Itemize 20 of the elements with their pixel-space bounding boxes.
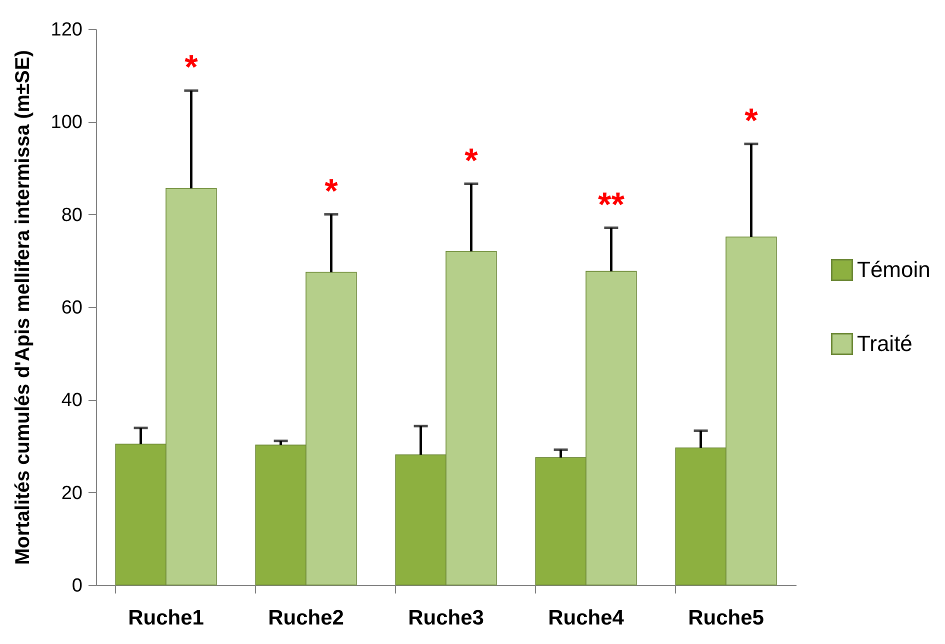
legend-label: Traité <box>857 331 912 356</box>
x-tick-label: Ruche1 <box>128 606 204 630</box>
x-tick-label: Ruche5 <box>688 606 764 630</box>
annotation: * <box>464 142 479 180</box>
y-tick-label: 40 <box>61 390 82 412</box>
y-tick-label: 0 <box>72 576 82 596</box>
annotation: ** <box>598 186 626 224</box>
annotation: * <box>324 172 339 210</box>
annotation: * <box>744 102 759 140</box>
y-tick-label: 20 <box>61 482 82 504</box>
legend-label: Témoin <box>857 257 930 282</box>
y-tick-label: 120 <box>50 20 82 40</box>
annotation: * <box>184 48 199 87</box>
x-tick-label: Ruche3 <box>408 606 484 630</box>
y-tick-label: 60 <box>61 298 82 318</box>
x-tick-label: Ruche2 <box>268 606 344 630</box>
x-tick-label: Ruche4 <box>548 606 624 630</box>
y-axis-title: Mortalités cumulés d'Apis mellifera intermissa (m±SE) <box>12 50 34 565</box>
y-tick-label: 100 <box>50 112 82 134</box>
y-tick-label: 80 <box>61 204 82 226</box>
